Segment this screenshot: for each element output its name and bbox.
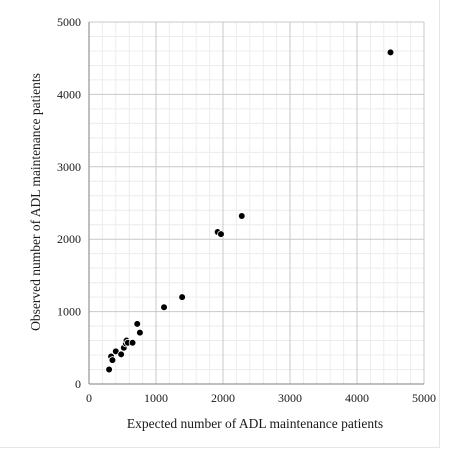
data-point [133,320,142,328]
y-tick-label: 1000 [57,305,81,319]
x-tick-label: 4000 [345,391,369,405]
y-tick-labels: 0 1000 2000 3000 4000 5000 [57,15,81,391]
x-tick-label: 3000 [278,391,302,405]
data-point [386,48,395,57]
y-tick-label: 2000 [57,232,81,246]
chart-container: 0 1000 2000 3000 4000 5000 0 1000 2000 3000 4000 5… [0,0,440,448]
data-point [160,303,168,312]
y-tick-label: 0 [75,377,81,391]
axes [88,22,424,385]
data-point [178,293,186,301]
major-gridlines [89,21,425,384]
data-point [108,356,117,364]
x-tick-label: 0 [86,391,92,405]
x-tick-label: 5000 [412,391,436,405]
y-tick-label: 3000 [57,160,81,174]
x-tick-label: 2000 [211,391,235,405]
data-point [128,338,137,347]
y-axis-title: Observed number of ADL maintenance patie… [28,73,43,331]
data-point [237,212,246,220]
y-tick-label: 5000 [57,15,81,29]
data-point [105,365,113,374]
data-point [217,230,225,238]
scatter-chart: 0 1000 2000 3000 4000 5000 0 1000 2000 3000 4000 5… [28,15,436,431]
y-tick-label: 4000 [57,87,81,101]
data-points [105,48,395,374]
x-axis-title: Expected number of ADL maintenance patie… [127,416,383,431]
data-point [117,350,125,359]
x-tick-labels: 0 1000 2000 3000 4000 5000 [86,391,436,405]
x-tick-label: 1000 [144,391,168,405]
minor-gridlines [89,22,424,384]
data-point [136,328,144,337]
